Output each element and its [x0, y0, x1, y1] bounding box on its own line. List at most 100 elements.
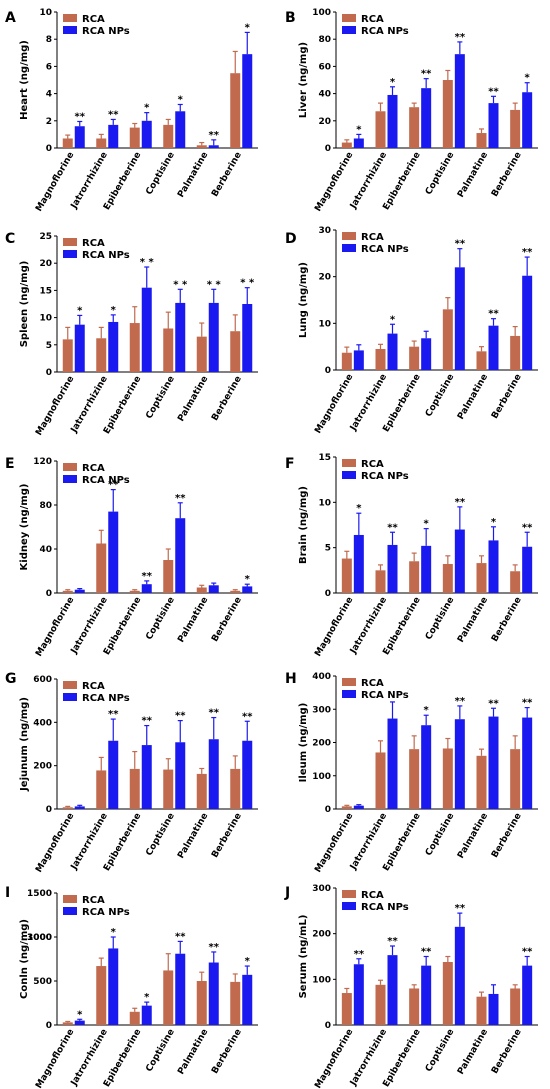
bar-rca-palmatine [476, 563, 487, 593]
y-axis-label: Kidney (ng/mg) [19, 484, 30, 571]
x-tick-label: Jatrorrhizine [348, 1028, 389, 1089]
x-tick-label: Palmatine [456, 1028, 490, 1077]
legend-swatch [63, 475, 77, 483]
y-tick-label: 10 [318, 498, 331, 508]
legend-swatch [342, 14, 356, 22]
x-tick-label: Epiberberine [381, 373, 422, 435]
bar-rca-nps-epiberberine [141, 584, 152, 593]
bar-rca-coptisine [442, 309, 453, 370]
bar-rca-nps-berberine [242, 586, 253, 593]
significance-marker: ** [142, 571, 153, 582]
significance-marker: ** [209, 130, 220, 141]
legend-swatch [63, 681, 77, 689]
significance-marker: ** [209, 708, 220, 719]
legend-label: RCA [82, 895, 105, 906]
y-tick-label: 20 [318, 273, 331, 283]
significance-marker: ** [455, 497, 466, 508]
bar-rca-nps-coptisine [175, 518, 186, 593]
bar-rca-nps-palmatine [208, 585, 219, 593]
bar-rca-berberine [510, 109, 521, 148]
y-tick-label: 100 [312, 772, 331, 782]
bar-rca-palmatine [476, 996, 487, 1025]
y-tick-label: 30 [318, 226, 331, 236]
y-tick-label: 0 [46, 144, 52, 154]
bar-rca-jatrorrhizine [96, 966, 107, 1025]
bar-rca-jatrorrhizine [375, 752, 386, 809]
legend-swatch [63, 14, 77, 22]
legend-label: RCA NPs [361, 690, 409, 701]
bar-rca-jatrorrhizine [96, 338, 107, 372]
significance-marker: * [144, 103, 150, 114]
bar-rca-magnoflorine [62, 138, 73, 148]
x-tick-label: Berberine [210, 375, 244, 423]
bar-rca-berberine [510, 749, 521, 809]
legend-swatch [63, 26, 77, 34]
significance-marker: * [356, 124, 362, 135]
legend-swatch [342, 232, 356, 240]
bar-rca-palmatine [196, 773, 207, 809]
y-tick-label: 20 [39, 259, 52, 269]
significance-marker: * * [207, 279, 222, 290]
legend-swatch [63, 895, 77, 903]
bar-rca-epiberberine [409, 749, 420, 809]
x-tick-label: Coptisine [144, 1028, 176, 1074]
significance-marker: * [245, 574, 251, 585]
bar-rca-nps-berberine [242, 54, 253, 148]
bar-rca-coptisine [163, 560, 174, 593]
y-tick-label-extra: 3000 [27, 933, 52, 943]
bar-rca-nps-epiberberine [421, 965, 432, 1025]
significance-marker: ** [387, 936, 398, 947]
significance-marker: ** [488, 86, 499, 97]
y-tick-label: 120 [33, 457, 52, 467]
y-axis-label: Serum (ng/mL) [298, 915, 309, 999]
bar-rca-coptisine [442, 961, 453, 1025]
bar-rca-berberine [230, 73, 241, 148]
y-tick-label: 20 [318, 117, 331, 127]
y-tick-label: 0 [325, 589, 331, 599]
x-tick-label: Epiberberine [381, 1028, 422, 1089]
y-tick-label: 200 [312, 930, 331, 940]
bar-rca-nps-berberine [242, 740, 253, 809]
significance-marker: * [390, 314, 396, 325]
panel-letter: A [5, 10, 16, 26]
bar-rca-nps-jatrorrhizine [108, 511, 119, 593]
significance-marker: ** [175, 931, 186, 942]
bar-rca-palmatine [196, 587, 207, 593]
panel-letter: G [5, 671, 17, 687]
bar-rca-epiberberine [409, 988, 420, 1025]
bar-rca-nps-palmatine [488, 103, 499, 148]
significance-marker: ** [242, 711, 253, 722]
y-tick-label: 0 [46, 368, 52, 378]
significance-marker: ** [175, 493, 186, 504]
x-tick-label: Coptisine [144, 596, 176, 642]
significance-marker: * [178, 94, 184, 105]
y-tick-label: 0 [46, 805, 52, 815]
bar-rca-nps-magnoflorine [74, 324, 85, 372]
y-tick-label: 200 [312, 739, 331, 749]
bar-rca-jatrorrhizine [96, 138, 107, 148]
x-tick-label: Palmatine [456, 373, 490, 422]
y-tick-label: 100 [312, 8, 331, 18]
legend-label: RCA [361, 14, 384, 25]
x-tick-label: Berberine [210, 151, 244, 199]
significance-marker: * [390, 77, 396, 88]
bar-rca-palmatine [476, 351, 487, 370]
legend-swatch [63, 463, 77, 471]
bar-rca-berberine [510, 335, 521, 370]
x-tick-label: Epiberberine [102, 812, 143, 874]
legend-swatch [63, 693, 77, 701]
bar-rca-nps-epiberberine [421, 338, 432, 370]
bar-rca-epiberberine [409, 107, 420, 148]
bar-rca-nps-magnoflorine [353, 805, 364, 809]
x-tick-label: Coptisine [424, 373, 456, 419]
significance-marker: ** [75, 111, 86, 122]
bar-rca-jatrorrhizine [96, 770, 107, 809]
y-tick-label: 10 [39, 8, 52, 18]
y-tick-label: 1500 [27, 889, 52, 899]
panel-letter: B [285, 10, 296, 26]
y-tick-label: 40 [39, 545, 52, 555]
panel-letter: J [284, 885, 290, 901]
bar-rca-palmatine [196, 336, 207, 372]
y-tick-label: 80 [318, 35, 331, 45]
